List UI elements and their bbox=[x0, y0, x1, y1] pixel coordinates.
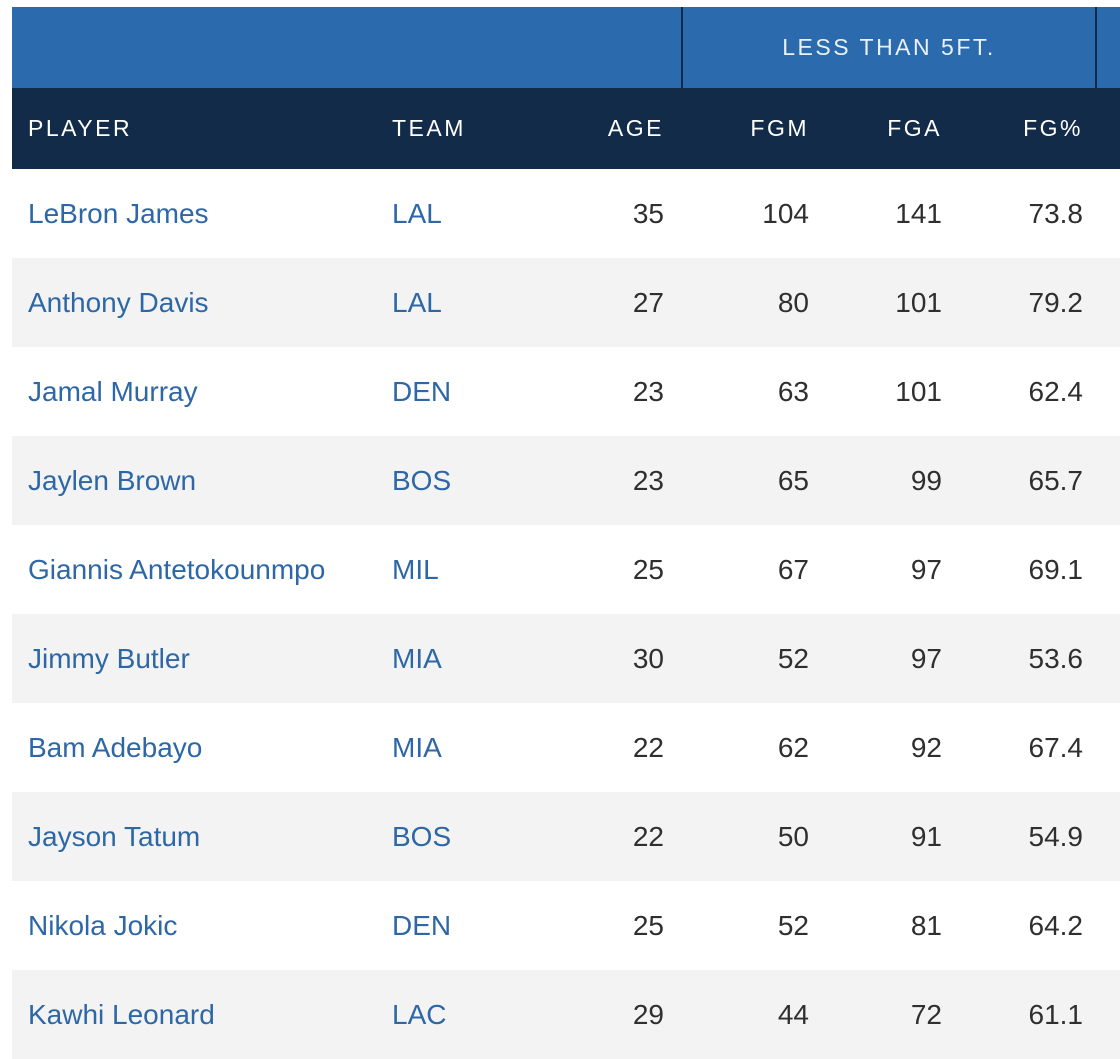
fgm-cell: 50 bbox=[777, 820, 809, 852]
column-header-row: PLAYER TEAM AGE FGM FGA FG% bbox=[12, 88, 1120, 169]
player-link[interactable]: LeBron James bbox=[28, 197, 209, 229]
table-body: LeBron James LAL 35 104 141 73.8 Anthony… bbox=[12, 169, 1120, 1059]
player-link[interactable]: Kawhi Leonard bbox=[28, 998, 215, 1030]
age-cell: 25 bbox=[632, 553, 664, 585]
table-row: Jaylen Brown BOS 23 65 99 65.7 bbox=[12, 436, 1120, 525]
table-row: Jayson Tatum BOS 22 50 91 54.9 bbox=[12, 792, 1120, 881]
column-header-fgm[interactable]: FGM bbox=[750, 115, 809, 141]
fga-cell: 141 bbox=[895, 197, 942, 229]
fga-cell: 72 bbox=[910, 998, 942, 1030]
fgm-cell: 67 bbox=[777, 553, 809, 585]
fgm-cell: 44 bbox=[777, 998, 809, 1030]
age-cell: 22 bbox=[632, 820, 664, 852]
table-row: Anthony Davis LAL 27 80 101 79.2 bbox=[12, 258, 1120, 347]
fga-cell: 97 bbox=[910, 642, 942, 674]
team-link[interactable]: MIA bbox=[392, 731, 442, 763]
fg-pct-cell: 67.4 bbox=[1028, 731, 1084, 763]
table-row: Jamal Murray DEN 23 63 101 62.4 bbox=[12, 347, 1120, 436]
age-cell: 30 bbox=[632, 642, 664, 674]
column-header-age[interactable]: AGE bbox=[607, 115, 664, 141]
team-link[interactable]: LAC bbox=[392, 998, 447, 1030]
fga-cell: 81 bbox=[910, 909, 942, 941]
fga-cell: 99 bbox=[910, 464, 942, 496]
fg-pct-cell: 53.6 bbox=[1028, 642, 1084, 674]
table-row: Giannis Antetokounmpo MIL 25 67 97 69.1 bbox=[12, 525, 1120, 614]
player-link[interactable]: Jamal Murray bbox=[28, 375, 198, 407]
table-row: Bam Adebayo MIA 22 62 92 67.4 bbox=[12, 703, 1120, 792]
fg-pct-cell: 64.2 bbox=[1028, 909, 1084, 941]
age-cell: 22 bbox=[632, 731, 664, 763]
table-row: Kawhi Leonard LAC 29 44 72 61.1 bbox=[12, 970, 1120, 1059]
fg-pct-cell: 73.8 bbox=[1028, 197, 1084, 229]
table-row: Nikola Jokic DEN 25 52 81 64.2 bbox=[12, 881, 1120, 970]
fgm-cell: 104 bbox=[762, 197, 809, 229]
fgm-cell: 63 bbox=[777, 375, 809, 407]
player-link[interactable]: Bam Adebayo bbox=[28, 731, 203, 763]
column-header-fga[interactable]: FGA bbox=[887, 115, 942, 141]
team-link[interactable]: DEN bbox=[392, 375, 452, 407]
fga-cell: 97 bbox=[910, 553, 942, 585]
age-cell: 29 bbox=[632, 998, 664, 1030]
fgm-cell: 65 bbox=[777, 464, 809, 496]
age-cell: 23 bbox=[632, 375, 664, 407]
team-link[interactable]: BOS bbox=[392, 820, 452, 852]
fga-cell: 101 bbox=[895, 375, 942, 407]
fg-pct-cell: 79.2 bbox=[1028, 286, 1084, 318]
column-header-fg-pct[interactable]: FG% bbox=[1023, 115, 1083, 141]
fg-pct-cell: 54.9 bbox=[1028, 820, 1084, 852]
fgm-cell: 62 bbox=[777, 731, 809, 763]
column-header-team[interactable]: TEAM bbox=[392, 115, 466, 141]
stats-table: LESS THAN 5FT. PLAYER TEAM AGE FGM FGA F… bbox=[12, 7, 1120, 1059]
fg-pct-cell: 62.4 bbox=[1028, 375, 1084, 407]
player-link[interactable]: Jimmy Butler bbox=[28, 642, 190, 674]
table-row: Jimmy Butler MIA 30 52 97 53.6 bbox=[12, 614, 1120, 703]
fg-pct-cell: 65.7 bbox=[1028, 464, 1084, 496]
fgm-cell: 52 bbox=[777, 909, 809, 941]
player-link[interactable]: Jayson Tatum bbox=[28, 820, 201, 852]
age-cell: 23 bbox=[632, 464, 664, 496]
fg-pct-cell: 61.1 bbox=[1028, 998, 1084, 1030]
age-cell: 25 bbox=[632, 909, 664, 941]
fga-cell: 91 bbox=[910, 820, 942, 852]
player-link[interactable]: Nikola Jokic bbox=[28, 909, 178, 941]
fgm-cell: 80 bbox=[777, 286, 809, 318]
column-header-player[interactable]: PLAYER bbox=[28, 115, 133, 141]
team-link[interactable]: LAL bbox=[392, 286, 442, 318]
age-cell: 35 bbox=[632, 197, 664, 229]
fga-cell: 101 bbox=[895, 286, 942, 318]
group-header-row: LESS THAN 5FT. bbox=[12, 7, 1120, 88]
player-link[interactable]: Jaylen Brown bbox=[28, 464, 197, 496]
player-link[interactable]: Giannis Antetokounmpo bbox=[28, 553, 326, 585]
table-row: LeBron James LAL 35 104 141 73.8 bbox=[12, 169, 1120, 258]
player-link[interactable]: Anthony Davis bbox=[28, 286, 209, 318]
team-link[interactable]: LAL bbox=[392, 197, 442, 229]
age-cell: 27 bbox=[632, 286, 664, 318]
fga-cell: 92 bbox=[910, 731, 942, 763]
fgm-cell: 52 bbox=[777, 642, 809, 674]
fg-pct-cell: 69.1 bbox=[1028, 553, 1084, 585]
team-link[interactable]: MIA bbox=[392, 642, 442, 674]
team-link[interactable]: BOS bbox=[392, 464, 452, 496]
team-link[interactable]: DEN bbox=[392, 909, 452, 941]
team-link[interactable]: MIL bbox=[392, 553, 439, 585]
group-header-less-than-5ft: LESS THAN 5FT. bbox=[681, 7, 1097, 88]
